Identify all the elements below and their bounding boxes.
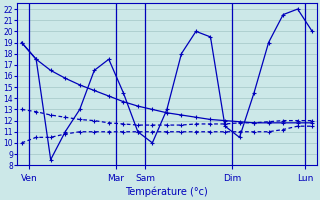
X-axis label: Température (°c): Température (°c) [125, 186, 208, 197]
